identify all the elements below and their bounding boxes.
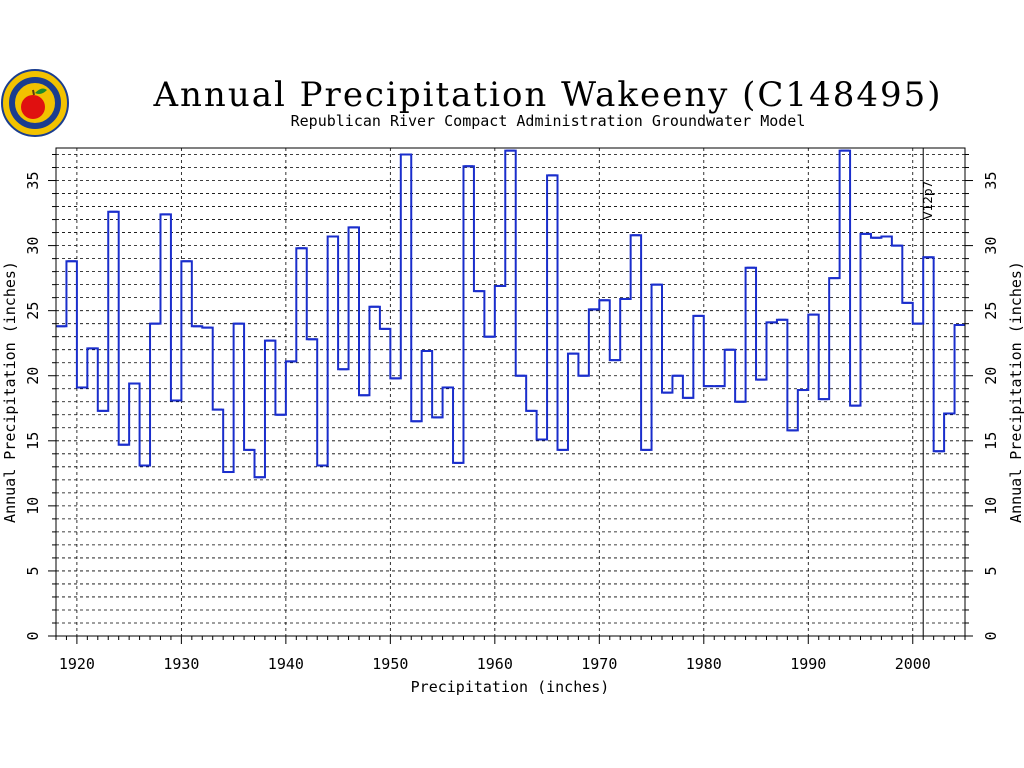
x-tick-label: 1990 — [790, 655, 826, 673]
y-tick-label-left: 30 — [24, 237, 42, 255]
y-tick-label-right: 25 — [982, 302, 1000, 320]
y-tick-label-left: 10 — [24, 497, 42, 515]
chart-title: Annual Precipitation Wakeeny (C148495) — [152, 75, 942, 115]
chart-subtitle: Republican River Compact Administration … — [291, 112, 806, 130]
x-tick-label: 1950 — [372, 655, 408, 673]
version-annotation: V12p7 — [921, 181, 935, 220]
rrca-logo — [1, 69, 69, 137]
y-tick-label-right: 15 — [982, 432, 1000, 450]
x-tick-label: 1940 — [268, 655, 304, 673]
y-tick-label-left: 15 — [24, 432, 42, 450]
x-tick-label: 2000 — [895, 655, 931, 673]
series-line — [56, 149, 965, 479]
y-tick-label-left: 25 — [24, 302, 42, 320]
y-tick-label-left: 5 — [24, 566, 42, 575]
x-tick-label: 1960 — [477, 655, 513, 673]
y-tick-label-right: 10 — [982, 497, 1000, 515]
y-tick-label-left: 0 — [24, 631, 42, 640]
plot-frame — [55, 147, 966, 637]
y-tick-label-left: 35 — [24, 172, 42, 190]
y-tick-label-right: 5 — [982, 566, 1000, 575]
y-tick-label-right: 0 — [982, 631, 1000, 640]
y-tick-label-right: 20 — [982, 367, 1000, 385]
grid — [56, 148, 965, 636]
x-tick-label: 1970 — [581, 655, 617, 673]
x-tick-label: 1930 — [163, 655, 199, 673]
y-axis-label-right: Annual Precipitation (inches) — [1007, 261, 1024, 523]
y-tick-label-right: 35 — [982, 172, 1000, 190]
y-tick-label-left: 20 — [24, 367, 42, 385]
ticks: 0 0 5 5 10 10 15 15 20 20 25 25 30 30 35 35 1920 1930 1940… — [24, 154, 1000, 673]
y-axis-label-left: Annual Precipitation (inches) — [1, 261, 19, 523]
x-tick-label: 1920 — [59, 655, 95, 673]
y-tick-label-right: 30 — [982, 237, 1000, 255]
x-axis-label: Precipitation (inches) — [411, 678, 610, 696]
x-tick-label: 1980 — [686, 655, 722, 673]
data-series — [56, 149, 965, 479]
